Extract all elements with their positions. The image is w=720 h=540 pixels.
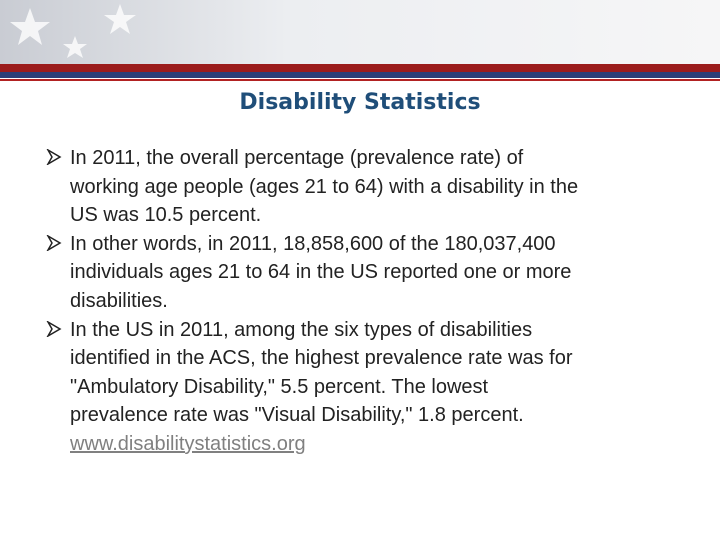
slide-title: Disability Statistics [239, 90, 481, 115]
bullet-line: prevalence rate was "Visual Disability,"… [70, 404, 524, 427]
bullet-arrow [46, 149, 62, 165]
bullet-line: In other words, in 2011, 18,858,600 of t… [70, 232, 556, 255]
bullet-line: working age people (ages 21 to 64) with … [70, 175, 579, 198]
bullet-line: "Ambulatory Disability," 5.5 percent. Th… [70, 375, 489, 398]
bullet-line: individuals ages 21 to 64 in the US repo… [70, 261, 572, 284]
bullet: In other words, in 2011, 18,858,600 of t… [46, 230, 716, 316]
bullet: In 2011, the overall percentage (prevale… [46, 144, 716, 230]
bullet-line: identified in the ACS, the highest preva… [70, 347, 573, 370]
bullet-line: disabilities. [70, 289, 168, 312]
bullet-line: In 2011, the overall percentage (prevale… [70, 147, 524, 169]
bullet-line: In the US in 2011, among the six types o… [70, 318, 533, 341]
bullet-list: In 2011, the overall percentage (prevale… [46, 144, 716, 459]
flag-banner [0, 0, 720, 81]
bullet-arrow [46, 234, 62, 251]
bullet-arrow [46, 320, 62, 337]
bullet: In the US in 2011, among the six types o… [46, 316, 716, 459]
bullet-line: US was 10.5 percent. [70, 204, 262, 227]
source-link[interactable]: www.disabilitystatistics.org [70, 432, 306, 455]
